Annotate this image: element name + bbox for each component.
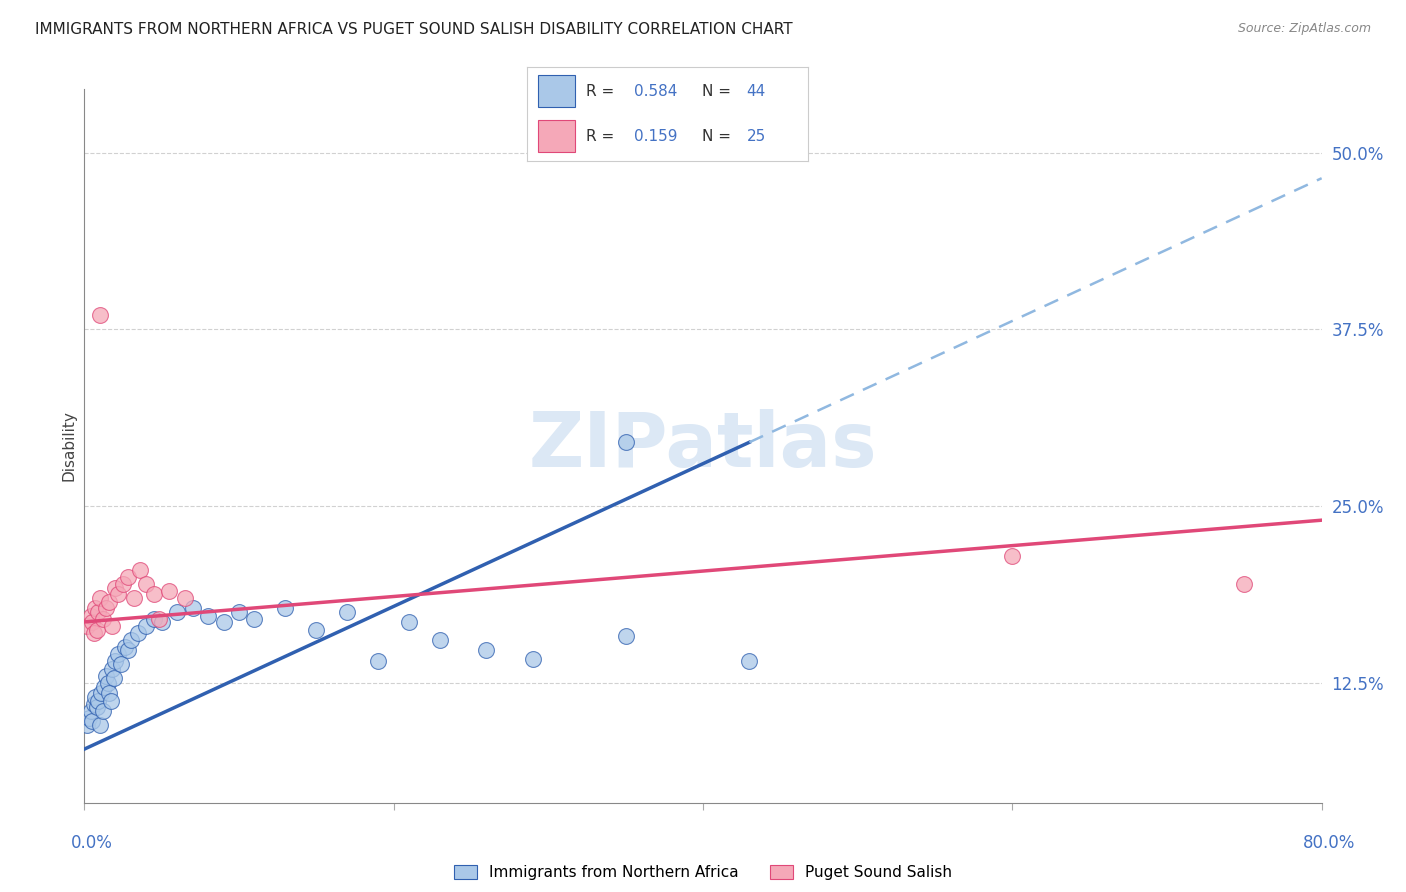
- Point: [1001, 549, 1024, 563]
- Point: [98, 685, 121, 699]
- Text: N =: N =: [702, 84, 735, 99]
- Legend: Immigrants from Northern Africa, Puget Sound Salish: Immigrants from Northern Africa, Puget S…: [447, 857, 959, 888]
- Point: [101, 662, 124, 676]
- Point: [86, 624, 108, 638]
- Point: [143, 612, 166, 626]
- Point: [103, 672, 125, 686]
- Text: R =: R =: [586, 128, 620, 144]
- Point: [398, 615, 420, 629]
- Point: [305, 624, 328, 638]
- Point: [475, 643, 498, 657]
- Point: [89, 308, 111, 322]
- Point: [110, 657, 132, 672]
- Point: [91, 704, 114, 718]
- Point: [228, 605, 250, 619]
- Point: [117, 570, 139, 584]
- Point: [181, 600, 204, 615]
- Point: [76, 718, 98, 732]
- Point: [112, 576, 135, 591]
- Point: [614, 435, 637, 450]
- Text: N =: N =: [702, 128, 735, 144]
- Point: [104, 581, 127, 595]
- Point: [135, 619, 157, 633]
- Point: [77, 711, 100, 725]
- Point: [91, 612, 114, 626]
- Point: [738, 655, 761, 669]
- Point: [129, 563, 152, 577]
- Point: [174, 591, 197, 605]
- Point: [336, 605, 359, 619]
- Point: [120, 633, 142, 648]
- Point: [429, 633, 451, 648]
- Point: [243, 612, 266, 626]
- Point: [104, 655, 127, 669]
- Text: ZIPatlas: ZIPatlas: [529, 409, 877, 483]
- Point: [82, 714, 104, 728]
- Point: [79, 704, 101, 718]
- Point: [96, 675, 118, 690]
- Point: [94, 600, 117, 615]
- Text: R =: R =: [586, 84, 620, 99]
- Point: [83, 697, 105, 711]
- Point: [94, 668, 117, 682]
- Point: [150, 615, 173, 629]
- Point: [117, 643, 139, 657]
- Point: [86, 699, 108, 714]
- Y-axis label: Disability: Disability: [60, 410, 76, 482]
- Point: [89, 718, 111, 732]
- Point: [93, 680, 115, 694]
- Text: 0.584: 0.584: [634, 84, 678, 99]
- Point: [100, 694, 122, 708]
- Point: [212, 615, 235, 629]
- Point: [101, 619, 124, 633]
- Point: [148, 612, 170, 626]
- Point: [107, 648, 129, 662]
- Point: [83, 626, 105, 640]
- Point: [87, 605, 110, 619]
- Text: 80.0%: 80.0%: [1302, 834, 1355, 852]
- Text: 44: 44: [747, 84, 766, 99]
- Point: [274, 600, 297, 615]
- Point: [159, 583, 180, 598]
- Point: [98, 595, 121, 609]
- Point: [84, 690, 107, 704]
- Point: [82, 615, 104, 629]
- Text: Source: ZipAtlas.com: Source: ZipAtlas.com: [1237, 22, 1371, 36]
- Text: IMMIGRANTS FROM NORTHERN AFRICA VS PUGET SOUND SALISH DISABILITY CORRELATION CHA: IMMIGRANTS FROM NORTHERN AFRICA VS PUGET…: [35, 22, 793, 37]
- Point: [197, 609, 219, 624]
- Point: [84, 600, 107, 615]
- Point: [614, 629, 637, 643]
- Point: [143, 587, 166, 601]
- Point: [367, 655, 389, 669]
- Point: [522, 651, 544, 665]
- Point: [90, 685, 112, 699]
- Point: [114, 640, 136, 655]
- Point: [79, 609, 101, 624]
- Point: [122, 591, 145, 605]
- FancyBboxPatch shape: [538, 120, 575, 153]
- Point: [1233, 576, 1256, 591]
- Text: 0.0%: 0.0%: [70, 834, 112, 852]
- Text: 0.159: 0.159: [634, 128, 678, 144]
- Point: [76, 619, 98, 633]
- Point: [127, 626, 149, 640]
- Text: 25: 25: [747, 128, 766, 144]
- Point: [135, 576, 157, 591]
- Point: [89, 591, 111, 605]
- Point: [87, 694, 110, 708]
- Point: [166, 605, 188, 619]
- Point: [107, 587, 129, 601]
- FancyBboxPatch shape: [538, 75, 575, 107]
